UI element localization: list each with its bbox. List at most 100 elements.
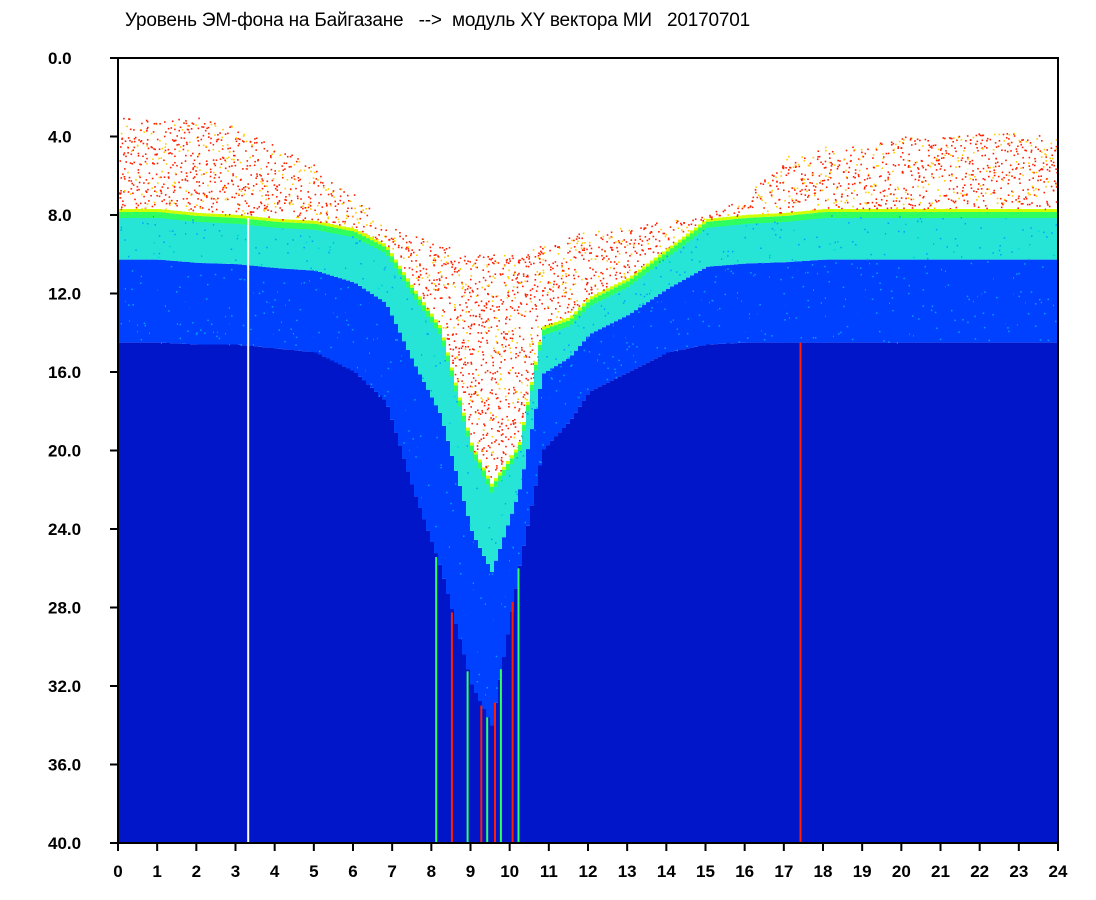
- heatmap-cell: [986, 147, 988, 149]
- heatmap-cell: [962, 212, 966, 218]
- heatmap-cell: [493, 349, 496, 352]
- heatmap-cell: [973, 190, 975, 192]
- heatmap-cell: [202, 263, 206, 345]
- heatmap-cell: [1042, 215, 1046, 260]
- heatmap-cell: [878, 215, 882, 260]
- heatmap-cell: [174, 182, 176, 184]
- heatmap-cell: [431, 282, 433, 285]
- heatmap-cell: [303, 169, 306, 172]
- heatmap-cell: [190, 128, 193, 130]
- heatmap-cell: [133, 146, 136, 149]
- heatmap-cell: [490, 483, 494, 487]
- heatmap-cell: [234, 264, 238, 345]
- heatmap-cell: [198, 144, 200, 147]
- heatmap-cell: [470, 445, 474, 452]
- heatmap-cell: [514, 372, 517, 374]
- heatmap-cell: [1002, 179, 1004, 182]
- heatmap-cell: [491, 305, 494, 307]
- heatmap-cell: [202, 144, 205, 147]
- heatmap-cell: [626, 342, 628, 344]
- heatmap-cell: [871, 185, 873, 188]
- heatmap-cell: [508, 372, 511, 375]
- heatmap-cell: [496, 465, 498, 467]
- heatmap-cell: [606, 378, 609, 381]
- heatmap-cell: [487, 270, 490, 273]
- heatmap-cell: [482, 473, 486, 556]
- heatmap-cell: [366, 235, 370, 239]
- heatmap-cell: [807, 178, 809, 181]
- heatmap-cell: [492, 361, 494, 364]
- heatmap-cell: [754, 273, 756, 276]
- x-tick-label: 21: [931, 862, 950, 881]
- heatmap-cell: [432, 261, 434, 264]
- heatmap-cell: [670, 269, 672, 272]
- heatmap-cell: [349, 200, 352, 203]
- heatmap-cell: [931, 305, 934, 307]
- heatmap-cell: [772, 179, 774, 182]
- heatmap-cell: [146, 130, 148, 132]
- heatmap-cell: [485, 361, 487, 364]
- heatmap-cell: [569, 259, 572, 261]
- heatmap-cell: [150, 209, 154, 212]
- heatmap-cell: [1028, 156, 1031, 159]
- heatmap-cell: [374, 242, 378, 249]
- heatmap-cell: [467, 260, 469, 262]
- heatmap-cell: [922, 209, 926, 212]
- heatmap-cell: [382, 246, 386, 253]
- heatmap-cell: [366, 384, 370, 843]
- heatmap-cell: [160, 157, 162, 159]
- heatmap-cell: [977, 188, 979, 190]
- heatmap-cell: [290, 199, 293, 202]
- heatmap-cell: [638, 272, 642, 279]
- heatmap-cell: [954, 259, 958, 343]
- heatmap-cell: [521, 478, 523, 481]
- heatmap-cell: [932, 163, 934, 165]
- heatmap-cell: [618, 253, 621, 255]
- heatmap-cell: [484, 412, 487, 414]
- heatmap-cell: [1042, 162, 1045, 164]
- heatmap-cell: [1014, 209, 1018, 212]
- heatmap-cell: [926, 212, 930, 218]
- heatmap-cell: [939, 168, 942, 170]
- heatmap-cell: [738, 218, 742, 225]
- heatmap-cell: [642, 304, 646, 365]
- heatmap-cell: [217, 138, 220, 141]
- heatmap-cell: [524, 521, 527, 524]
- heatmap-cell: [963, 150, 965, 152]
- heatmap-cell: [851, 263, 853, 265]
- heatmap-cell: [272, 311, 274, 314]
- heatmap-cell: [174, 172, 177, 175]
- heatmap-cell: [554, 261, 557, 263]
- heatmap-cell: [807, 271, 809, 274]
- heatmap-cell: [992, 152, 995, 155]
- heatmap-cell: [270, 348, 274, 843]
- heatmap-cell: [426, 310, 430, 317]
- heatmap-cell: [250, 219, 254, 226]
- heatmap-cell: [846, 201, 849, 204]
- heatmap-cell: [990, 212, 994, 218]
- heatmap-cell: [949, 165, 952, 168]
- heatmap-cell: [310, 223, 314, 230]
- heatmap-cell: [463, 320, 466, 323]
- heatmap-cell: [825, 186, 828, 189]
- heatmap-cell: [522, 412, 524, 415]
- heatmap-cell: [794, 214, 798, 221]
- heatmap-cell: [817, 272, 819, 275]
- heatmap-cell: [850, 259, 854, 343]
- heatmap-cell: [718, 343, 722, 843]
- heatmap-cell: [496, 430, 499, 432]
- heatmap-cell: [898, 209, 902, 212]
- heatmap-cell: [951, 173, 953, 176]
- heatmap-cell: [802, 285, 805, 288]
- heatmap-cell: [310, 352, 314, 843]
- heatmap-cell: [866, 167, 868, 170]
- heatmap-cell: [130, 153, 133, 156]
- heatmap-cell: [619, 272, 621, 274]
- heatmap-cell: [818, 209, 822, 213]
- heatmap-cell: [1052, 189, 1055, 192]
- heatmap-cell: [476, 445, 479, 447]
- heatmap-cell: [186, 344, 190, 843]
- heatmap-cell: [374, 239, 378, 243]
- heatmap-cell: [178, 261, 182, 344]
- heatmap-cell: [456, 271, 458, 273]
